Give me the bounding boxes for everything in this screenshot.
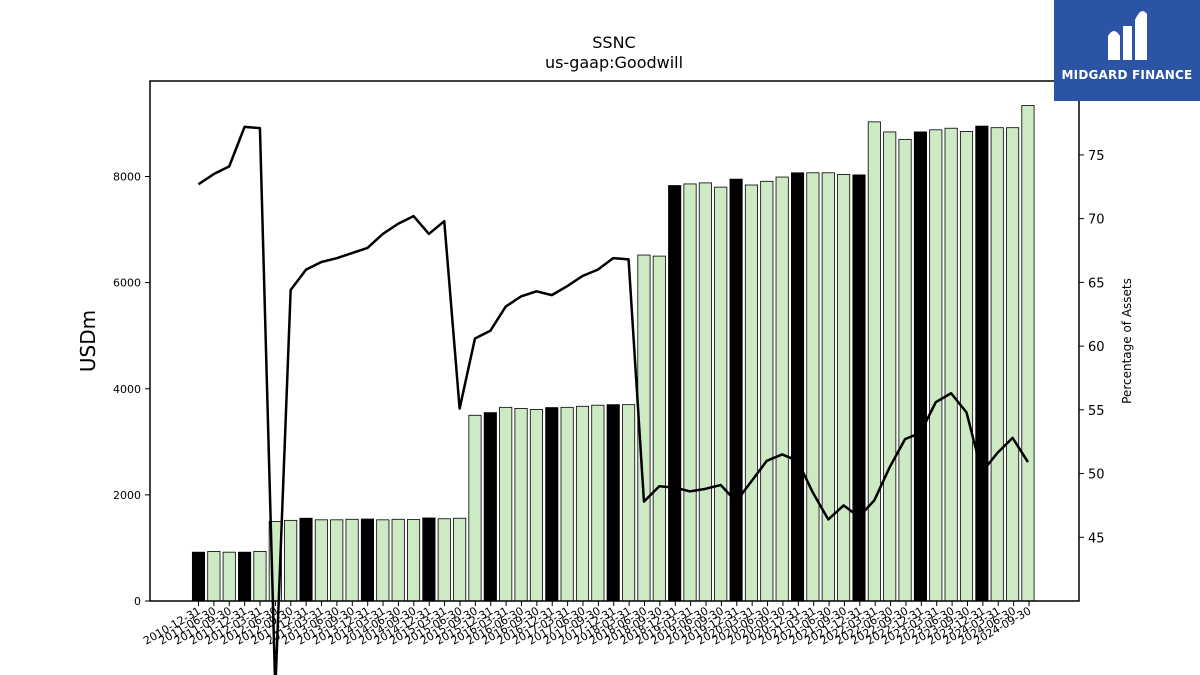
y2-tick-label-55: 55 — [1088, 404, 1105, 419]
bar-2022-09-30 — [913, 131, 927, 602]
bar-2020-12-31 — [806, 172, 820, 602]
y-axis-label: USDm — [76, 310, 100, 372]
bar-2023-06-30 — [959, 131, 974, 602]
bar-2014-12-31 — [437, 518, 451, 602]
bar-2013-09-30 — [360, 518, 375, 602]
bar-2016-03-31 — [514, 407, 528, 602]
bar-2021-09-30 — [852, 174, 866, 602]
plot-frame — [149, 80, 1080, 602]
y-tick-label-6000: 6000 — [113, 277, 141, 290]
bar-2023-09-30 — [975, 125, 989, 602]
bar-2021-12-31 — [867, 121, 881, 602]
bar-2015-06-30 — [468, 414, 482, 602]
bar-2021-06-30 — [837, 173, 851, 602]
bar-2011-06-30 — [222, 551, 236, 602]
bar-2011-03-31 — [207, 550, 221, 602]
brand-logo: MIDGARD FINANCE — [1054, 0, 1200, 101]
bar-2022-06-30 — [898, 138, 912, 602]
y2-tick-label-75: 75 — [1088, 149, 1105, 164]
bar-2012-06-30 — [284, 519, 298, 602]
line-group — [197, 125, 1029, 675]
y-tick-label-4000: 4000 — [113, 383, 141, 396]
bar-2017-12-31 — [622, 404, 636, 602]
bar-2011-09-30 — [238, 551, 252, 602]
percentage-line — [197, 125, 1029, 675]
bar-2023-03-31 — [944, 127, 958, 602]
bar-2018-12-31 — [683, 183, 697, 602]
y-tick-label-0: 0 — [134, 595, 141, 608]
chart-title: SSNC — [592, 33, 635, 52]
bar-2016-09-30 — [545, 407, 559, 602]
bar-2017-09-30 — [606, 404, 620, 602]
y-tick-label-8000: 8000 — [113, 171, 141, 184]
chart-subtitle: us-gaap:Goodwill — [545, 53, 683, 72]
bar-2019-09-30 — [729, 178, 743, 602]
bars-group — [191, 105, 1035, 602]
bar-2022-12-31 — [929, 129, 943, 602]
bar-2010-12-31 — [191, 551, 206, 602]
midgard-logo-icon — [1108, 11, 1147, 61]
bar-2022-03-31 — [883, 131, 897, 602]
bar-2019-12-31 — [744, 184, 759, 602]
y2-tick-label-65: 65 — [1088, 276, 1105, 291]
bar-2013-06-30 — [345, 518, 359, 602]
y2-tick-label-70: 70 — [1088, 213, 1105, 228]
bar-2016-12-31 — [560, 406, 574, 602]
bar-2024-03-31 — [1006, 127, 1020, 602]
bar-2016-06-30 — [529, 409, 543, 602]
bar-2020-03-31 — [760, 180, 774, 602]
bar-2015-09-30 — [483, 412, 497, 602]
bar-2012-12-31 — [314, 519, 328, 602]
y2-tick-label-50: 50 — [1088, 468, 1105, 483]
bar-2020-06-30 — [775, 176, 789, 602]
bar-2024-06-30 — [1021, 105, 1035, 602]
bar-2015-12-31 — [499, 406, 513, 602]
bar-2014-09-30 — [422, 517, 436, 602]
bar-2019-06-30 — [714, 186, 728, 602]
bar-2018-06-30 — [652, 255, 666, 602]
y2-tick-label-45: 45 — [1088, 531, 1105, 546]
y2-axis-label: Percentage of Assets — [1120, 278, 1134, 404]
bar-2023-12-31 — [990, 127, 1004, 602]
bar-2014-03-31 — [391, 518, 405, 602]
bar-2021-03-31 — [821, 172, 835, 602]
bar-2017-06-30 — [591, 404, 605, 602]
bar-2019-03-31 — [698, 182, 712, 602]
bar-2017-03-31 — [575, 405, 590, 602]
axes-group: 02000400060008000455055606570752010-12-3… — [113, 149, 1105, 648]
bar-2018-09-30 — [668, 185, 682, 602]
bar-2013-12-31 — [376, 519, 390, 602]
y-tick-label-2000: 2000 — [113, 489, 141, 502]
bar-2015-03-31 — [453, 517, 467, 602]
y2-tick-label-60: 60 — [1088, 340, 1105, 355]
bar-2014-06-30 — [406, 519, 421, 602]
bar-2012-09-30 — [299, 517, 313, 602]
bar-2013-03-31 — [330, 519, 344, 602]
logo-text: MIDGARD FINANCE — [1061, 68, 1193, 82]
bar-2020-09-30 — [790, 172, 805, 602]
bar-2011-12-31 — [253, 550, 267, 602]
